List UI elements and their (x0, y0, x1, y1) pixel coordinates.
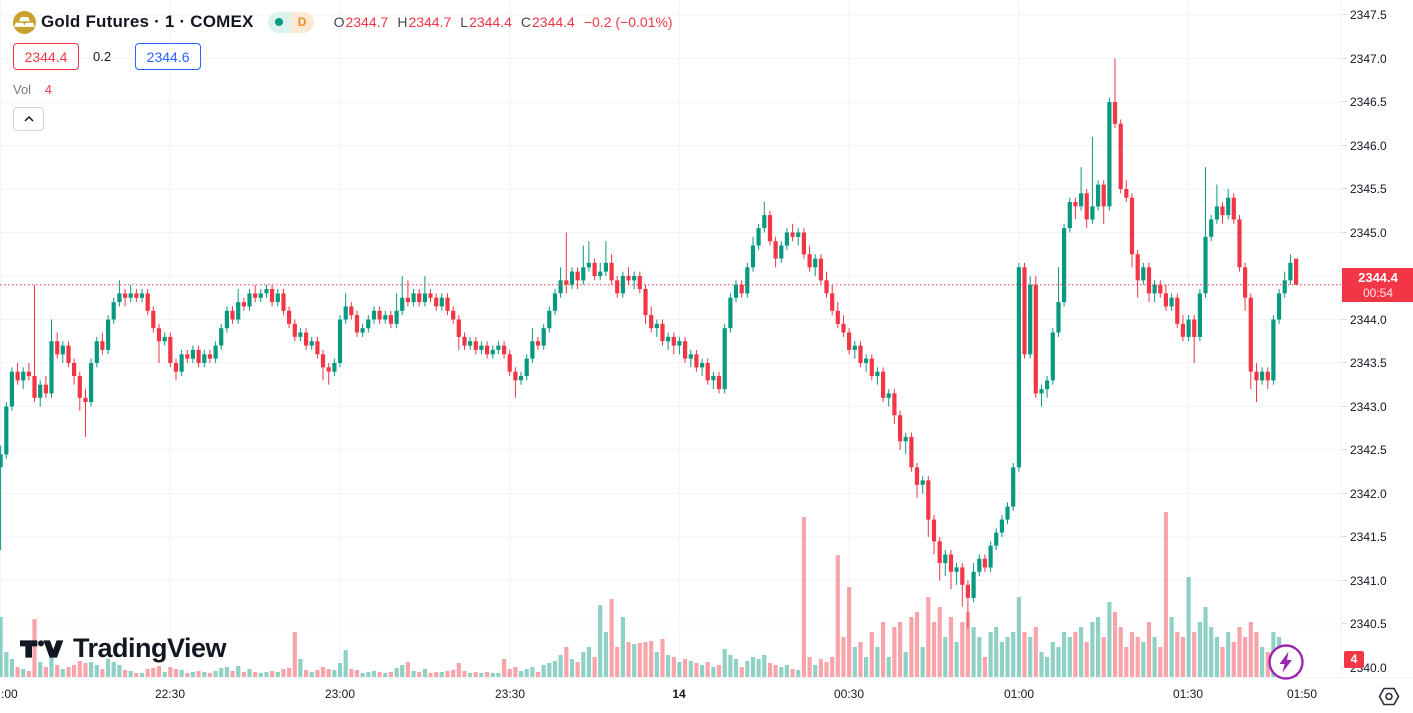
price-tick-label: 2345.0 (1342, 226, 1413, 240)
price-tick-label: 2343.5 (1342, 356, 1413, 370)
price-tick-label: 2347.5 (1342, 8, 1413, 22)
price-tick-label: 2344.0 (1342, 313, 1413, 327)
open-label: O (333, 14, 345, 30)
spread-value: 0.2 (93, 49, 112, 64)
price-tick-label: 2340.5 (1342, 617, 1413, 631)
time-axis[interactable]: :00 22:30 23:00 23:30 14 00:30 01:00 01:30 01:50 (0, 677, 1413, 713)
gold-futures-icon (13, 10, 36, 34)
price-tick-label: 2342.5 (1342, 443, 1413, 457)
time-tick-label: 14 (672, 687, 686, 701)
time-tick-label: 00:30 (833, 687, 865, 701)
price-tick-label: 2345.5 (1342, 182, 1413, 196)
hexagon-eye-icon (1378, 687, 1400, 706)
chart-canvas[interactable] (0, 0, 1341, 677)
volume-value: 4 (44, 82, 52, 97)
chevron-up-icon (23, 116, 34, 122)
ohlc-readout: O2344.7 H2344.7 L2344.4 C2344.4 −0.2 (−0… (334, 14, 673, 30)
price-tick-label: 2346.5 (1342, 95, 1413, 109)
ask-button[interactable]: 2344.6 (135, 43, 202, 70)
price-tick-label: 2346.0 (1342, 139, 1413, 153)
time-tick-label: 01:50 (1286, 687, 1318, 701)
price-tick-label: 2341.0 (1342, 574, 1413, 588)
current-price-value: 2344.4 (1358, 270, 1398, 285)
tradingview-logo[interactable]: TradingView (20, 633, 227, 664)
close-label: C (520, 14, 532, 30)
time-tick-label: 01:30 (1172, 687, 1204, 701)
bar-countdown: 00:54 (1362, 286, 1394, 300)
close-value: 2344.4 (532, 14, 575, 30)
time-tick-label: 22:30 (154, 687, 186, 701)
price-axis[interactable]: 2340.0 2340.5 2341.0 2341.5 2342.0 2342.5 2343… (1341, 0, 1413, 677)
low-label: L (460, 14, 469, 30)
time-tick-label: 01:00 (1003, 687, 1035, 701)
change-value: −0.2 (−0.01%) (583, 14, 673, 30)
pane-settings-button[interactable] (1378, 687, 1400, 706)
symbol-title[interactable]: Gold Futures · 1 · COMEX (41, 12, 254, 31)
market-open-dot-icon (267, 11, 291, 33)
market-status-badge[interactable]: D (267, 11, 314, 33)
bid-button[interactable]: 2344.4 (13, 43, 79, 70)
time-tick-label: :00 (1, 687, 18, 701)
price-tick-label: 2347.0 (1342, 52, 1413, 66)
lightning-bolt-icon (1268, 644, 1304, 680)
price-tick-label: 2341.5 (1342, 530, 1413, 544)
volume-legend: Vol 4 (13, 82, 673, 97)
current-price-label: 2344.4 00:54 (1342, 268, 1413, 302)
data-mode-badge: D (290, 11, 314, 33)
low-value: 2344.4 (469, 14, 512, 30)
high-label: H (397, 14, 408, 30)
price-tick-label: 2343.0 (1342, 400, 1413, 414)
tradingview-mark-icon (20, 639, 64, 658)
open-value: 2344.7 (345, 14, 389, 30)
price-tick-label: 2342.0 (1342, 487, 1413, 501)
high-value: 2344.7 (408, 14, 452, 30)
chart-legend: Gold Futures · 1 · COMEX D O2344.7 H2344… (13, 10, 673, 131)
instant-order-button[interactable] (1267, 643, 1305, 681)
collapse-legend-button[interactable] (13, 107, 44, 131)
volume-badge: 4 (1344, 651, 1364, 668)
volume-label: Vol (13, 82, 32, 97)
time-tick-label: 23:30 (494, 687, 526, 701)
tradingview-logo-text: TradingView (73, 633, 227, 663)
time-tick-label: 23:00 (324, 687, 356, 701)
